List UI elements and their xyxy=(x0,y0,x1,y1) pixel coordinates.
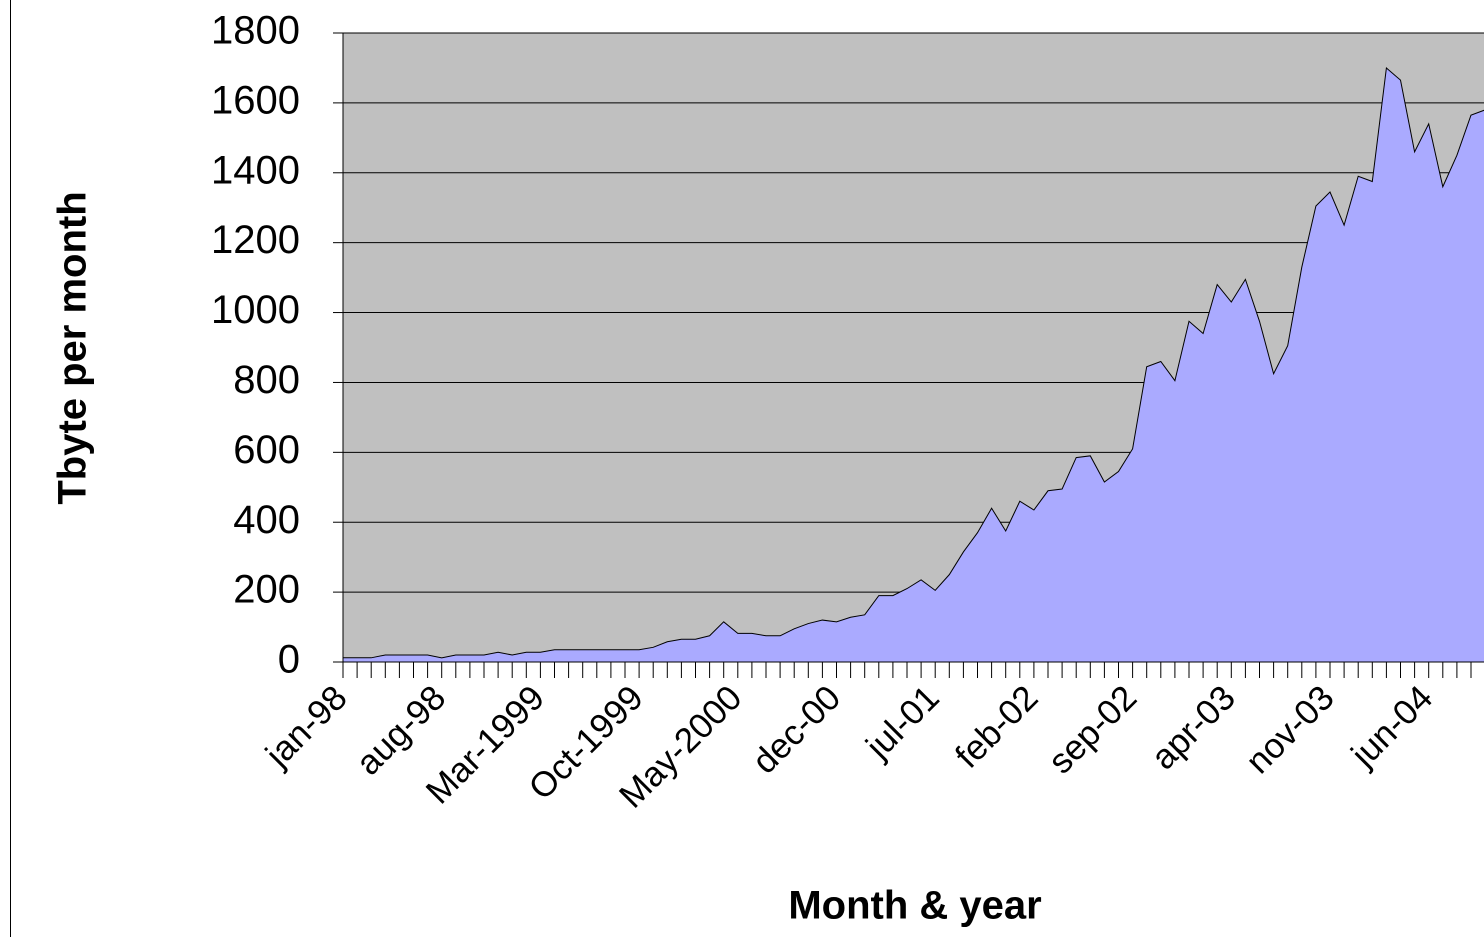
plot-area xyxy=(343,32,1484,663)
y-tick-label: 1800 xyxy=(211,9,300,53)
y-tick-label: 0 xyxy=(278,638,300,682)
y-tick-label: 1000 xyxy=(211,288,300,332)
y-tick-label: 1400 xyxy=(211,148,300,192)
x-tick-label: feb-02 xyxy=(948,678,1046,776)
x-tick-label: jul-01 xyxy=(858,678,947,767)
y-tick-label: 200 xyxy=(233,568,300,612)
x-tick-label: jan-98 xyxy=(258,678,355,775)
area xyxy=(343,66,1484,663)
x-tick-label: sep-02 xyxy=(1041,678,1144,781)
x-axis-title: Month & year xyxy=(788,884,1041,928)
y-tick-label: 600 xyxy=(233,428,300,472)
y-tick-label: 400 xyxy=(233,498,300,542)
y-tick-label: 1200 xyxy=(211,218,300,262)
x-tick-label: apr-03 xyxy=(1144,678,1243,777)
x-tick-label: dec-00 xyxy=(745,678,848,781)
x-tick-label: jun-04 xyxy=(1343,678,1440,775)
y-tick-label: 800 xyxy=(233,358,300,402)
x-tick-label: nov-03 xyxy=(1238,678,1341,781)
y-tick-label: 1600 xyxy=(211,78,300,122)
y-axis-title: Tbyte per month xyxy=(51,191,95,504)
